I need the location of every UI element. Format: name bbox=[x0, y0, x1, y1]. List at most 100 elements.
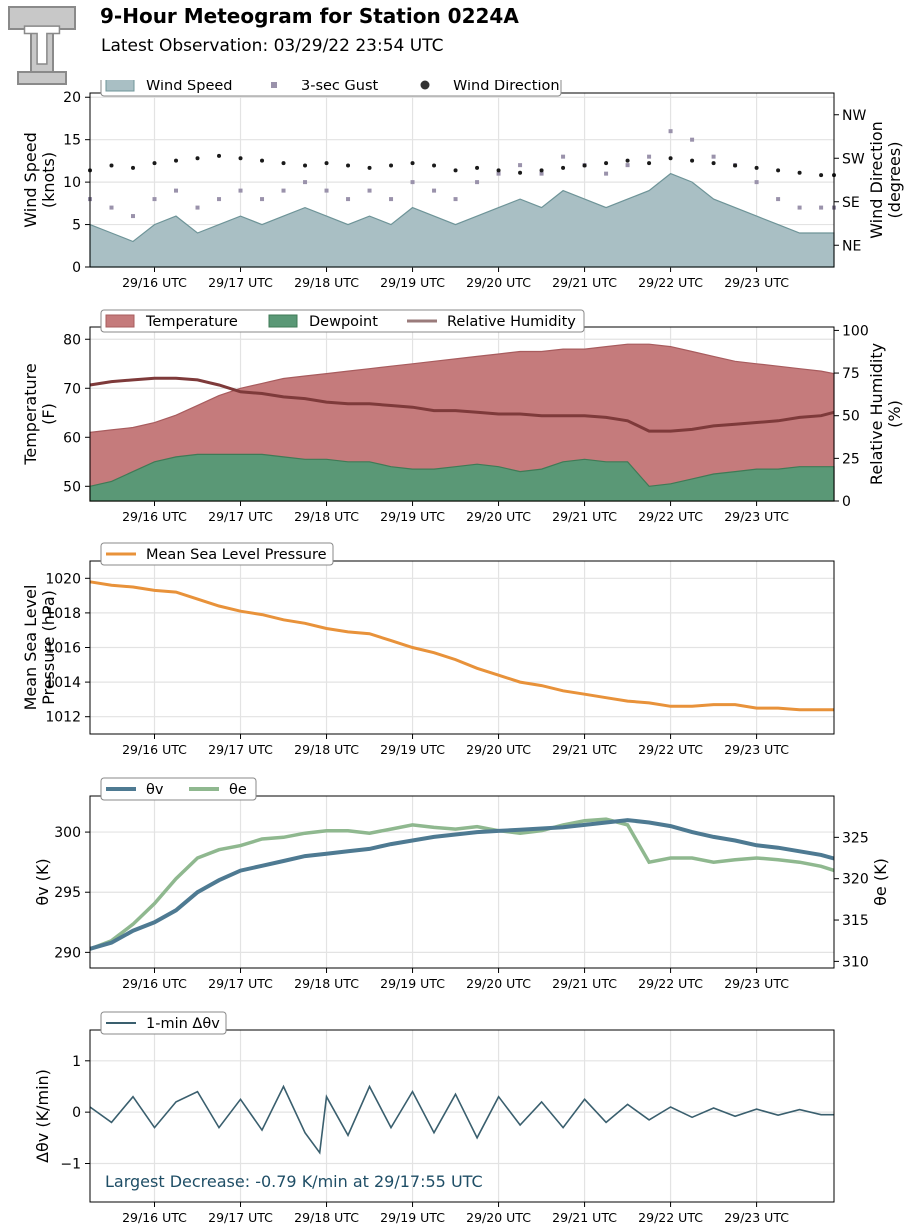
gust-marker bbox=[131, 214, 136, 219]
wind-speed-area bbox=[89, 172, 835, 268]
wind-direction-marker bbox=[561, 165, 566, 170]
gust-marker bbox=[410, 180, 415, 185]
left-tick-label: 50 bbox=[63, 479, 81, 495]
legend-box bbox=[100, 777, 257, 801]
time-tick-label: 29/20 UTC bbox=[466, 509, 531, 524]
time-tick-label: 29/22 UTC bbox=[638, 742, 703, 757]
gust-marker bbox=[152, 197, 157, 202]
right-tick-label: NE bbox=[842, 238, 861, 254]
time-tick-label: 29/23 UTC bbox=[724, 275, 789, 290]
wind-direction-marker bbox=[754, 165, 759, 170]
legend-box bbox=[100, 309, 585, 333]
gust-marker bbox=[432, 188, 437, 193]
right-tick-label: 325 bbox=[842, 830, 869, 846]
page-title: 9-Hour Meteogram for Station 0224A bbox=[100, 4, 519, 28]
wind-direction-marker bbox=[152, 161, 157, 166]
wind-direction-marker bbox=[690, 158, 695, 163]
right-tick-label: SE bbox=[842, 195, 860, 211]
gust-marker bbox=[625, 163, 630, 168]
gust-marker bbox=[303, 180, 308, 185]
time-tick-label: 29/16 UTC bbox=[122, 275, 187, 290]
left-tick-label: 300 bbox=[54, 825, 81, 841]
legend-label: Dewpoint bbox=[309, 314, 378, 330]
plot-frame bbox=[89, 1029, 835, 1203]
wind-direction-marker bbox=[625, 158, 630, 163]
temperature-panel: 29/16 UTC 29/17 UTC 29/18 UTC 29/19 UTC 29/2… bbox=[21, 309, 904, 524]
right-tick-label: SW bbox=[842, 151, 865, 167]
left-axis-label: Temperature bbox=[21, 363, 40, 465]
right-axis-label: Wind Direction bbox=[867, 121, 886, 239]
wind-direction-marker bbox=[604, 161, 609, 166]
right-axis-label: Relative Humidity bbox=[867, 343, 886, 485]
time-tick-label: 29/19 UTC bbox=[380, 1210, 445, 1225]
gust-marker bbox=[281, 188, 286, 193]
legend-label: Wind Speed bbox=[146, 80, 233, 94]
gust-marker bbox=[776, 197, 781, 202]
gust-marker bbox=[561, 154, 566, 159]
legend-label: 1-min Δθv bbox=[146, 1016, 220, 1032]
time-tick-label: 29/16 UTC bbox=[122, 1210, 187, 1225]
time-tick-label: 29/21 UTC bbox=[552, 1210, 617, 1225]
largest-decrease-annotation: Largest Decrease: -0.79 K/min at 29/17:5… bbox=[105, 1172, 483, 1191]
wind-direction-marker bbox=[109, 163, 114, 168]
left-tick-label: −1 bbox=[60, 1156, 81, 1172]
legend-swatch bbox=[105, 314, 135, 328]
time-tick-label: 29/21 UTC bbox=[552, 976, 617, 991]
left-tick-label: 290 bbox=[54, 945, 81, 961]
gust-marker bbox=[389, 197, 394, 202]
wind-direction-marker bbox=[238, 156, 243, 161]
legend-box bbox=[100, 80, 562, 97]
time-tick-label: 29/18 UTC bbox=[294, 1210, 359, 1225]
legend-swatch bbox=[420, 80, 430, 90]
latest-observation: Latest Observation: 03/29/22 23:54 UTC bbox=[101, 36, 444, 56]
time-tick-label: 29/20 UTC bbox=[466, 1210, 531, 1225]
gust-marker bbox=[174, 188, 179, 193]
wind-direction-marker bbox=[217, 153, 222, 158]
left-tick-label: 15 bbox=[63, 133, 81, 149]
time-tick-label: 29/18 UTC bbox=[294, 275, 359, 290]
left-tick-label: 10 bbox=[63, 175, 81, 191]
legend-swatch bbox=[268, 314, 298, 328]
plot-frame bbox=[89, 795, 835, 969]
wind-direction-marker bbox=[496, 168, 501, 173]
right-tick-label: 100 bbox=[842, 323, 869, 339]
university-logo: T bbox=[8, 6, 76, 85]
right-tick-label: NW bbox=[842, 108, 866, 124]
gust-marker bbox=[668, 129, 673, 134]
wind-direction-marker bbox=[324, 161, 329, 166]
wind-direction-marker bbox=[131, 165, 136, 170]
right-tick-label: 320 bbox=[842, 872, 869, 888]
gust-marker bbox=[346, 197, 351, 202]
left-axis-label: Wind Speed bbox=[21, 132, 40, 227]
time-tick-label: 29/23 UTC bbox=[724, 1210, 789, 1225]
left-tick-label: 20 bbox=[63, 90, 81, 106]
right-tick-label: 315 bbox=[842, 913, 869, 929]
time-tick-label: 29/23 UTC bbox=[724, 976, 789, 991]
wind-direction-marker bbox=[668, 156, 673, 161]
legend-swatch bbox=[105, 80, 135, 92]
theta-e-line bbox=[89, 817, 835, 951]
dewpoint-area bbox=[89, 453, 835, 502]
left-axis-label: Pressure (hPa) bbox=[39, 590, 58, 705]
wind-direction-marker bbox=[281, 161, 286, 166]
dtheta-panel: 29/16 UTC 29/17 UTC 29/18 UTC 29/19 UTC 29/2… bbox=[33, 1011, 835, 1225]
gust-marker bbox=[604, 171, 609, 176]
gust-marker bbox=[711, 154, 716, 159]
left-axis-label: Δθv (K/min) bbox=[33, 1069, 52, 1163]
plot-frame bbox=[89, 560, 835, 735]
time-tick-label: 29/18 UTC bbox=[294, 976, 359, 991]
left-axis-label: Mean Sea Level bbox=[21, 585, 40, 711]
left-tick-label: 1020 bbox=[45, 571, 81, 587]
left-tick-label: 295 bbox=[54, 885, 81, 901]
legend-label: Wind Direction bbox=[453, 80, 560, 94]
wind-direction-marker bbox=[647, 161, 652, 166]
left-tick-label: 60 bbox=[63, 430, 81, 446]
logo-letter: T bbox=[24, 17, 60, 77]
gust-marker bbox=[453, 197, 458, 202]
gust-marker bbox=[217, 197, 222, 202]
right-tick-label: 0 bbox=[842, 494, 851, 510]
right-tick-label: 25 bbox=[842, 451, 860, 467]
wind-direction-marker bbox=[195, 156, 200, 161]
gust-marker bbox=[324, 188, 329, 193]
time-tick-label: 29/19 UTC bbox=[380, 742, 445, 757]
